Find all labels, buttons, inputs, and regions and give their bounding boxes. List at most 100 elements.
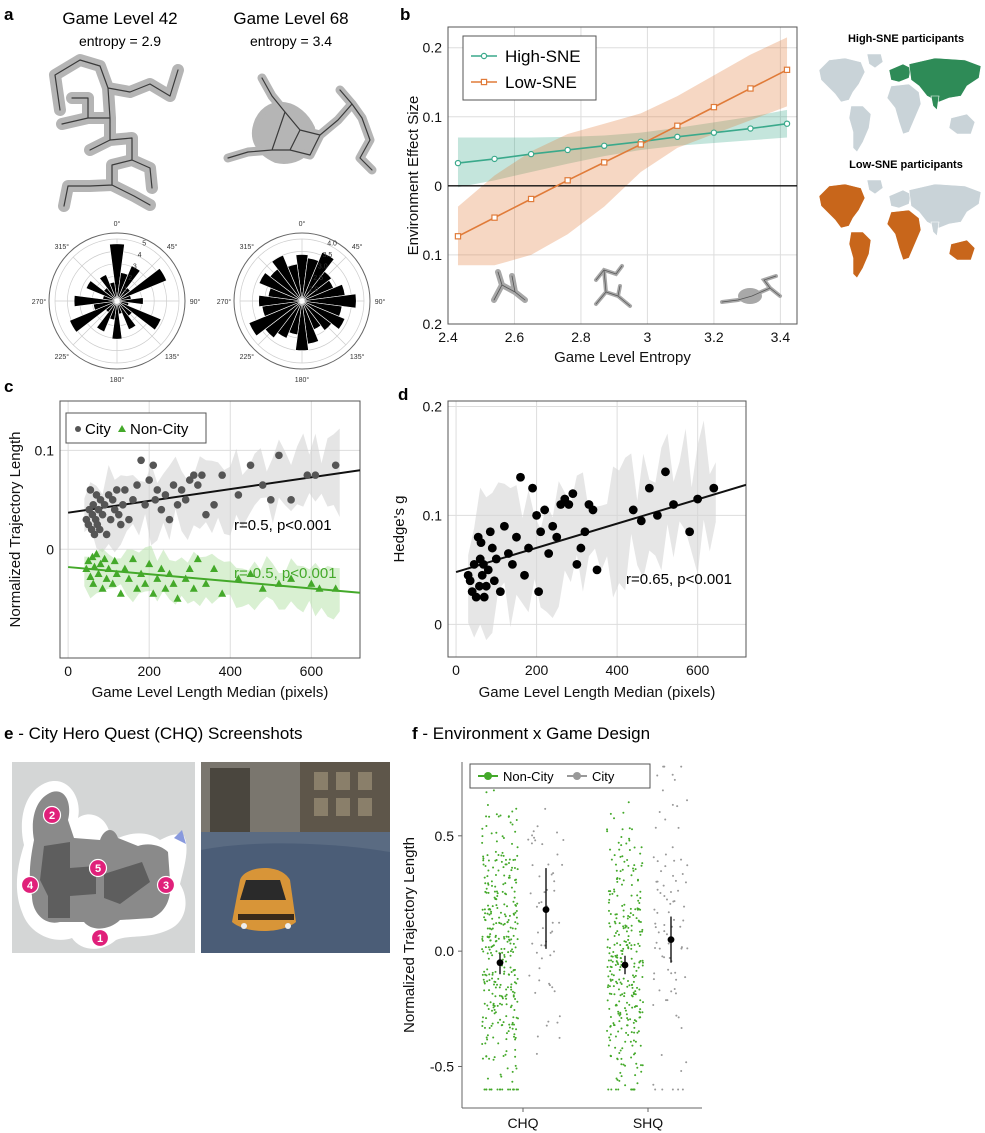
data-point-city: [157, 505, 166, 514]
jitter-point: [660, 870, 663, 873]
data-point-noncity: [120, 564, 129, 573]
jitter-point: [655, 941, 658, 944]
jitter-point: [618, 848, 621, 851]
data-point: [495, 587, 505, 597]
jitter-point: [558, 921, 561, 924]
jitter-point: [510, 983, 513, 986]
jitter-point: [495, 950, 498, 953]
jitter-point: [503, 972, 506, 975]
jitter-point: [483, 1002, 486, 1005]
jitter-point: [484, 890, 487, 893]
data-point-city: [331, 461, 340, 470]
rose-angle-label: 270°: [32, 298, 47, 306]
data-point: [465, 576, 475, 586]
jitter-point: [490, 884, 493, 887]
jitter-point: [632, 1039, 635, 1042]
jitter-point: [636, 986, 639, 989]
jitter-point: [609, 1015, 612, 1018]
rose-petal: [301, 251, 335, 302]
legend-marker: [573, 772, 581, 780]
jitter-point: [502, 854, 505, 857]
jitter-point: [552, 872, 555, 875]
rose-outer-ring: [48, 232, 186, 370]
data-point: [661, 467, 670, 477]
jitter-point: [513, 890, 516, 893]
jitter-point: [490, 910, 493, 913]
jitter-point: [505, 935, 508, 938]
rose-petal: [301, 300, 332, 331]
jitter-point: [494, 897, 497, 900]
jitter-point: [608, 946, 611, 949]
jitter-point: [680, 765, 683, 768]
jitter-point: [488, 913, 491, 916]
map-region-europe: [888, 63, 912, 83]
data-point: [568, 489, 578, 498]
jitter-point: [613, 890, 616, 893]
chq-map-markers: 2 5 4 3 1: [20, 805, 176, 948]
jitter-point: [495, 939, 498, 942]
rose-angle-label: 315°: [240, 243, 255, 251]
data-point-city: [275, 451, 283, 460]
jitter-point: [622, 947, 625, 950]
y-tick-label: 0.1: [423, 507, 443, 523]
environment-design-strip-chart: -0.5 0.0 0.5 CHQ SHQ Normalized Trajectory Le…: [401, 762, 702, 1131]
panel-a: a Game Level 42 entropy = 2.9 Game Level…: [4, 5, 385, 384]
jitter-point: [512, 859, 515, 862]
map-title-low-sne: Low-SNE participants: [849, 159, 963, 171]
jitter-point: [664, 853, 667, 856]
jitter-point: [482, 855, 485, 858]
data-point-city: [117, 520, 125, 529]
jitter-point: [661, 1088, 664, 1091]
jitter-point: [511, 1027, 514, 1030]
jitter-point: [638, 920, 641, 923]
jitter-point: [630, 994, 633, 997]
jitter-point: [535, 905, 538, 908]
data-point-noncity: [315, 584, 324, 592]
y-axis-label: Normalized Trajectory Length: [401, 837, 418, 1033]
jitter-point: [501, 890, 504, 893]
jitter-point: [619, 1011, 622, 1014]
jitter-point: [609, 1024, 612, 1027]
jitter-point: [504, 915, 507, 918]
jitter-point: [485, 815, 488, 818]
jitter-point: [500, 860, 503, 863]
data-point-noncity: [165, 569, 174, 577]
jitter-point: [674, 971, 677, 974]
panel-f-title: - Environment x Game Design: [418, 724, 650, 743]
jitter-point: [608, 985, 611, 988]
jitter-point: [627, 926, 630, 929]
map-region-north-america: [818, 183, 866, 229]
jitter-point: [498, 921, 501, 924]
jitter-point: [483, 908, 486, 911]
jitter-point: [486, 927, 489, 930]
jitter-point: [674, 992, 677, 995]
jitter-point: [508, 874, 511, 877]
jitter-point: [505, 1003, 508, 1006]
jitter-point: [504, 892, 507, 895]
jitter-point: [490, 928, 493, 931]
data-point-city: [95, 525, 104, 534]
data-point-noncity: [153, 574, 162, 582]
data-point-city: [169, 481, 178, 489]
jitter-point: [670, 990, 673, 993]
jitter-point: [673, 900, 676, 903]
jitter-point: [623, 995, 626, 998]
jitter-point: [484, 918, 487, 921]
jitter-point: [673, 859, 676, 862]
jitter-point: [497, 977, 500, 980]
jitter-point: [615, 980, 618, 983]
data-point-noncity: [128, 554, 137, 563]
data-point: [491, 155, 498, 163]
data-point-noncity: [86, 572, 95, 580]
jitter-point: [619, 870, 622, 873]
jitter-point: [630, 929, 633, 932]
jitter-point: [481, 1025, 484, 1028]
data-point-noncity: [88, 552, 97, 561]
jitter-point: [633, 943, 636, 946]
panel-c: c 0 200 400 600 0 0.1 Game Level Length Median…: [4, 377, 361, 701]
jitter-point: [620, 1016, 623, 1019]
plot-d-data: [455, 420, 746, 641]
annotation-hedges-correlation: r=0.65, p<0.001: [626, 571, 732, 588]
jitter-point: [497, 853, 500, 856]
jitter-point: [638, 945, 641, 948]
